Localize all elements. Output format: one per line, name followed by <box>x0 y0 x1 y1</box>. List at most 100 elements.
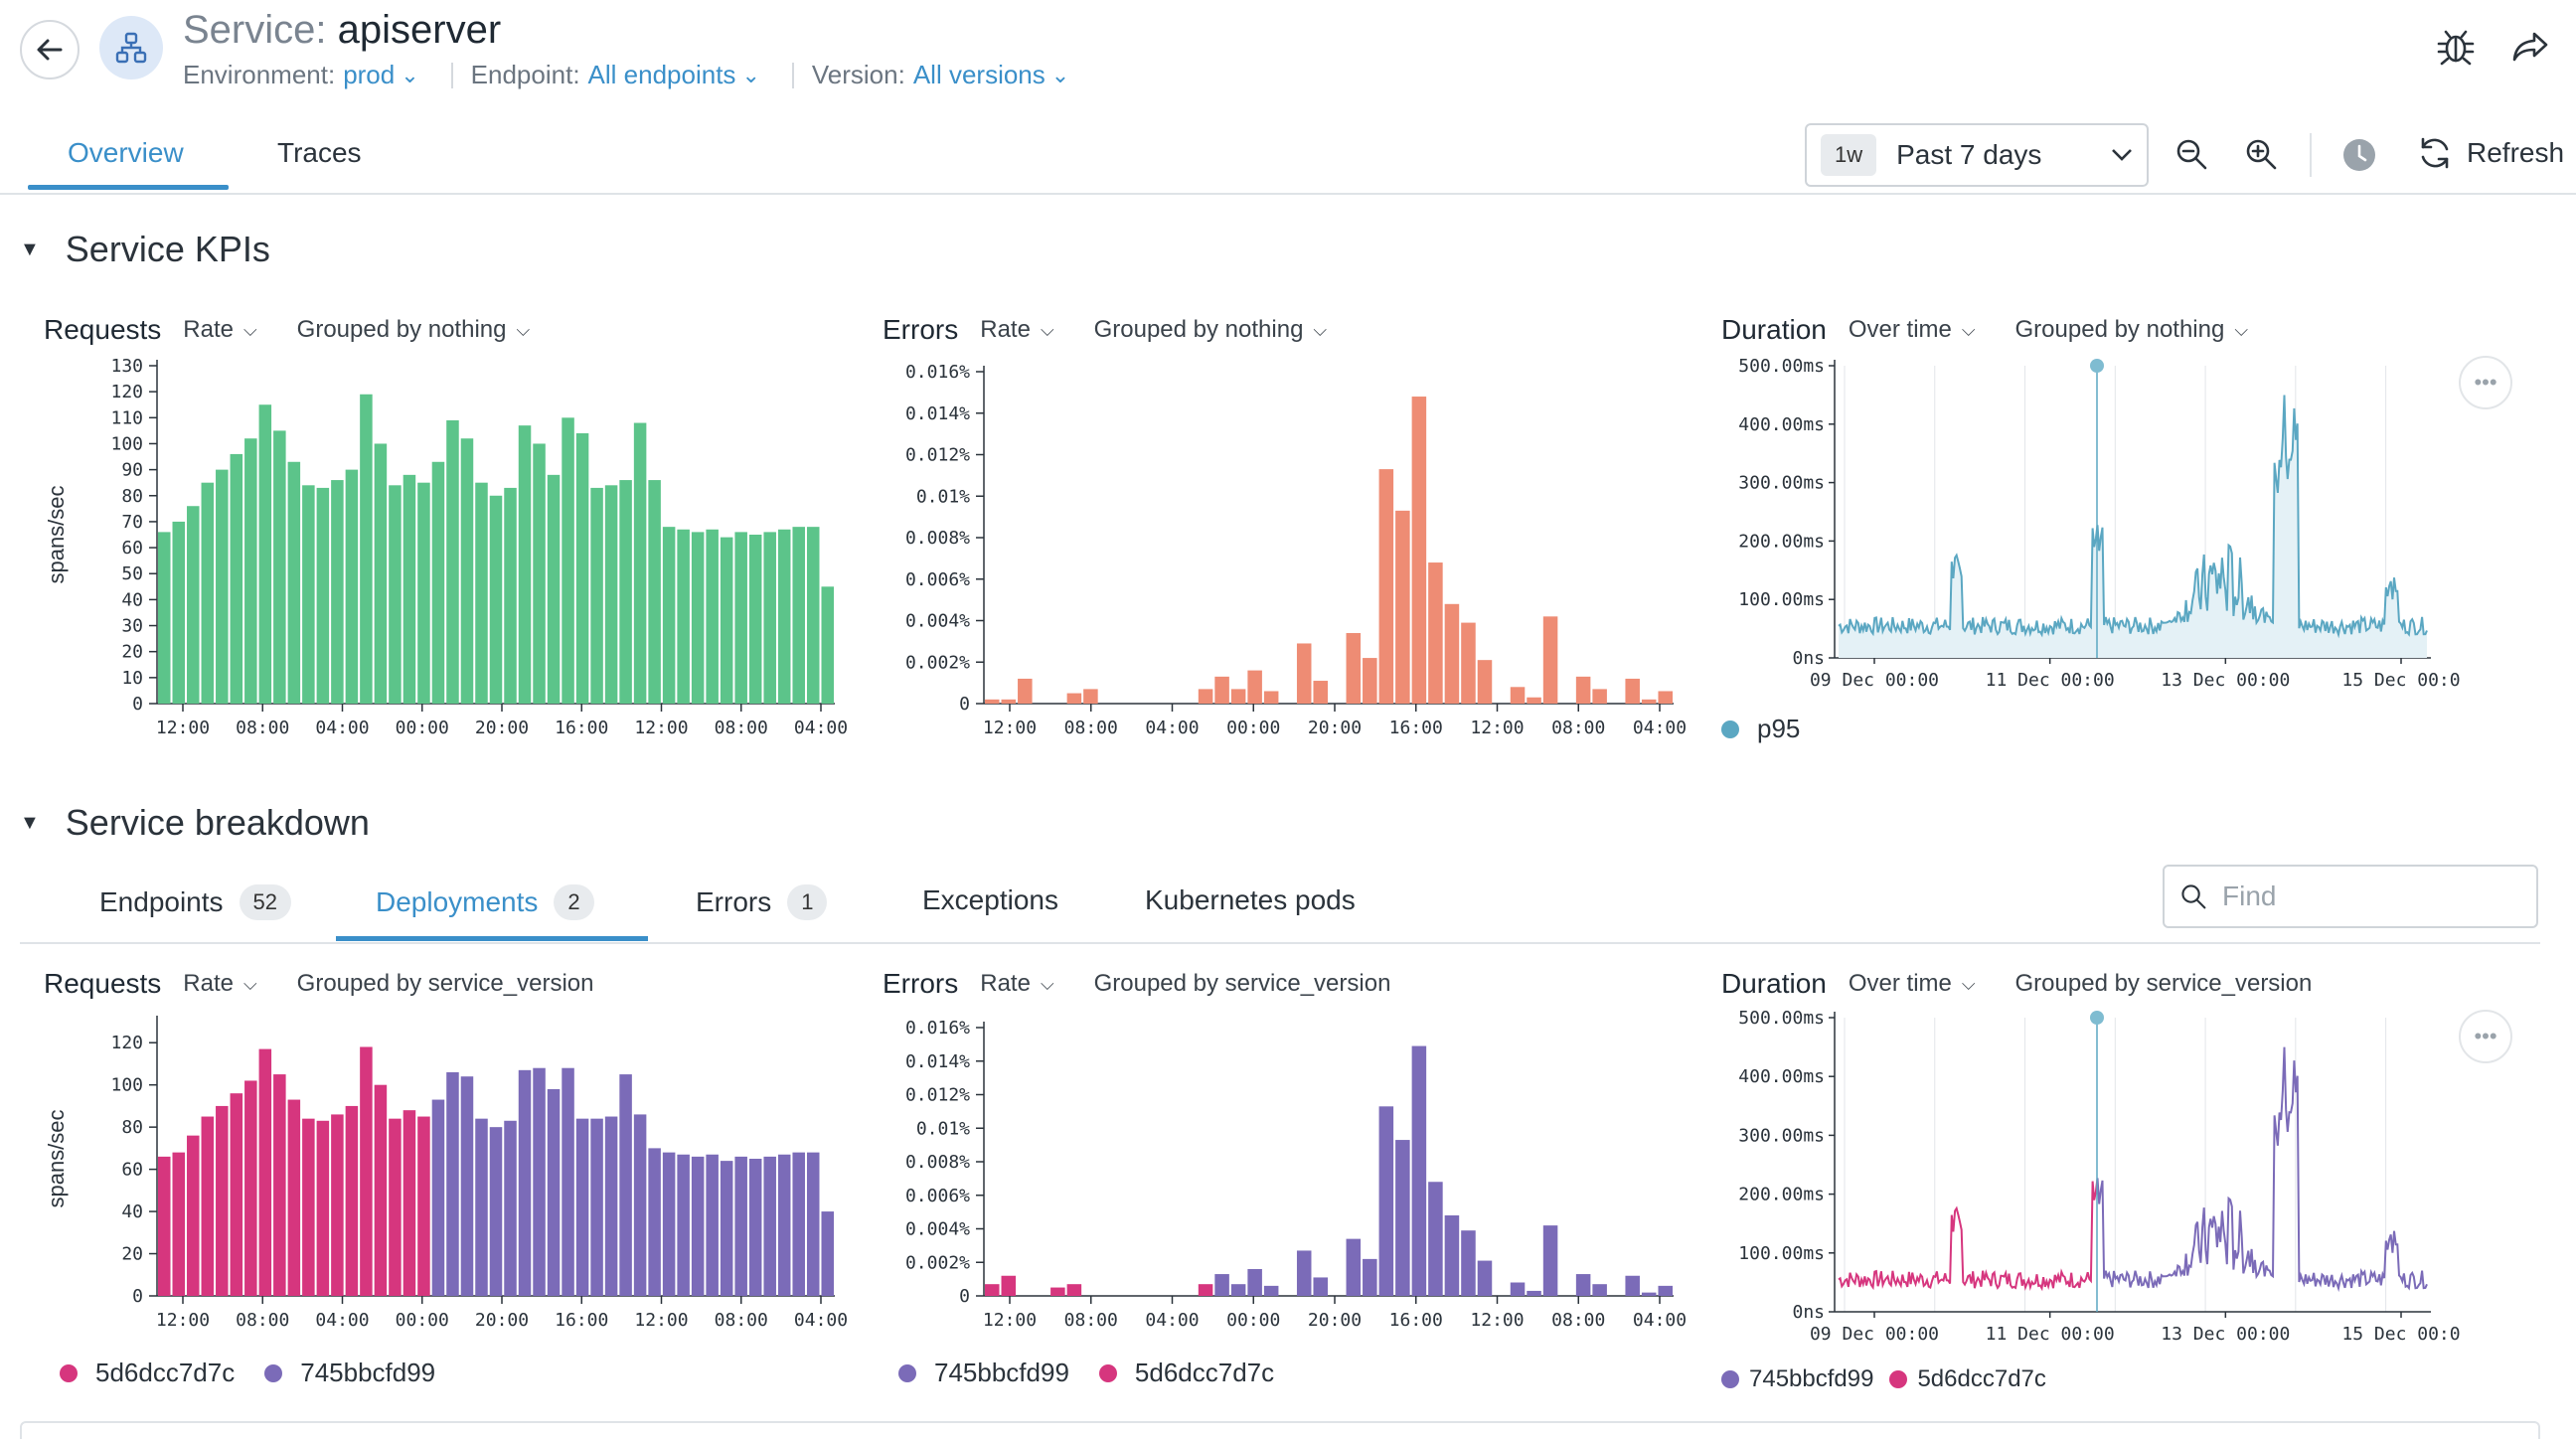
version-dropdown[interactable]: All versions <box>912 60 1046 89</box>
zoom-in-button[interactable] <box>2244 137 2278 176</box>
bar <box>1378 1106 1394 1296</box>
mode-dropdown[interactable]: Over time ⌵ <box>1849 316 1976 344</box>
bar <box>389 1118 402 1296</box>
refresh-label: Refresh <box>2467 137 2565 168</box>
version-label: Version: <box>811 60 905 89</box>
group-dropdown[interactable]: Grouped by nothing ⌵ <box>297 316 530 344</box>
legend-item[interactable]: 745bbcfd99 <box>1721 1365 1873 1393</box>
more-options-button[interactable]: ••• <box>2459 356 2512 409</box>
x-tick-label: 16:00 <box>555 718 608 738</box>
clock-icon <box>2343 139 2375 171</box>
bar <box>1001 699 1017 704</box>
tab-endpoints[interactable]: Endpoints 52 <box>99 884 292 920</box>
endpoint-label: Endpoint: <box>470 60 580 89</box>
legend-dot <box>1889 1370 1908 1388</box>
x-tick-label: 15 Dec 00:0 <box>2341 670 2460 691</box>
y-tick-label: 0.004% <box>905 611 970 632</box>
bar <box>1296 1250 1312 1296</box>
y-tick-label: 0.008% <box>905 1152 970 1173</box>
mode-dropdown[interactable]: Rate ⌵ <box>980 970 1053 998</box>
bar <box>590 487 603 704</box>
bar <box>1625 678 1640 704</box>
find-input[interactable] <box>2222 880 2520 912</box>
live-mode-button[interactable] <box>2341 137 2377 178</box>
bar <box>1625 1275 1640 1296</box>
bar <box>662 1152 676 1296</box>
bar <box>1363 1258 1377 1296</box>
x-tick-label: 16:00 <box>1389 718 1443 738</box>
y-tick-label: 100.00ms <box>1738 589 1825 610</box>
panel-title: Duration <box>1721 968 1827 999</box>
bug-report-button[interactable] <box>2437 26 2475 71</box>
bd-errors-legend: 745bbcfd99 5d6dcc7d7c <box>898 1358 1304 1388</box>
bar <box>706 529 719 704</box>
bug-icon <box>2437 30 2475 66</box>
legend-item[interactable]: 745bbcfd99 <box>264 1358 435 1388</box>
bar <box>244 1080 257 1296</box>
tab-overview[interactable]: Overview <box>68 137 184 168</box>
refresh-button[interactable]: Refresh <box>2417 135 2564 171</box>
hover-marker <box>2090 1011 2104 1025</box>
x-tick-label: 04:00 <box>1633 1310 1687 1331</box>
chevron-down-icon: ⌵ <box>1961 319 1976 340</box>
share-button[interactable] <box>2510 26 2550 71</box>
bd-errors-chart: 0 0.002% 0.004% 0.006% 0.008% 0.01% 0.012% 0.01… <box>905 1018 1687 1331</box>
endpoint-dropdown[interactable]: All endpoints <box>587 60 736 89</box>
mode-dropdown[interactable]: Over time ⌵ <box>1849 970 1976 998</box>
refresh-icon <box>2421 137 2449 169</box>
bar <box>619 1074 632 1296</box>
tab-kubernetes-pods[interactable]: Kubernetes pods <box>1145 884 1356 916</box>
back-button[interactable] <box>20 20 80 80</box>
share-icon <box>2512 32 2548 62</box>
bar <box>1018 678 1033 704</box>
y-tick-label: 0.01% <box>916 486 970 507</box>
bar <box>1066 1284 1082 1296</box>
y-tick-label: 0 <box>132 694 143 715</box>
zoom-out-button[interactable] <box>2174 137 2208 176</box>
legend-item[interactable]: p95 <box>1721 714 1800 744</box>
bar <box>489 495 503 704</box>
legend-item[interactable]: 5d6dcc7d7c <box>60 1358 235 1388</box>
service-icon <box>99 16 163 80</box>
x-tick-label: 09 Dec 00:00 <box>1810 670 1939 691</box>
tab-errors[interactable]: Errors 1 <box>696 884 828 920</box>
group-dropdown[interactable]: Grouped by nothing ⌵ <box>1094 316 1327 344</box>
bar <box>331 480 344 704</box>
x-tick-label: 15 Dec 00:0 <box>2341 1324 2460 1345</box>
bar <box>1230 1284 1246 1296</box>
bar <box>374 1084 388 1296</box>
bar <box>360 394 373 704</box>
environment-dropdown[interactable]: prod <box>343 60 396 89</box>
legend-item[interactable]: 5d6dcc7d7c <box>1889 1365 2046 1393</box>
mode-dropdown[interactable]: Rate ⌵ <box>183 970 256 998</box>
section-toggle-kpis[interactable]: ▼ Service KPIs <box>20 229 270 270</box>
group-dropdown[interactable]: Grouped by nothing ⌵ <box>2015 316 2248 344</box>
legend-item[interactable]: 5d6dcc7d7c <box>1098 1358 1274 1388</box>
bar <box>475 482 488 704</box>
bar <box>985 1284 1000 1296</box>
sitemap-icon <box>115 32 147 64</box>
mode-dropdown[interactable]: Rate ⌵ <box>183 316 256 344</box>
time-range-picker[interactable]: 1w Past 7 days <box>1805 123 2149 187</box>
x-tick-label: 00:00 <box>1226 1310 1280 1331</box>
bar <box>1395 1140 1410 1296</box>
section-toggle-breakdown[interactable]: ▼ Service breakdown <box>20 802 370 844</box>
bar <box>1001 1275 1017 1296</box>
bar <box>1296 643 1312 704</box>
chevron-down-icon: ⌵ <box>2234 319 2248 340</box>
tab-traces[interactable]: Traces <box>277 137 362 168</box>
filter-bar: Environment: prod ⌄ Endpoint: All endpoi… <box>183 60 1069 90</box>
y-tick-label: 500.00ms <box>1738 1008 1825 1029</box>
y-tick-label: 70 <box>121 512 143 533</box>
legend-item[interactable]: 745bbcfd99 <box>898 1358 1069 1388</box>
tab-deployments[interactable]: Deployments 2 <box>376 884 594 920</box>
more-options-button[interactable]: ••• <box>2459 1010 2512 1063</box>
bar <box>446 419 459 704</box>
find-field[interactable] <box>2163 865 2538 928</box>
bar <box>374 443 388 704</box>
bar <box>1510 1282 1526 1296</box>
bar <box>777 1154 791 1296</box>
bar <box>806 1152 820 1296</box>
mode-dropdown[interactable]: Rate ⌵ <box>980 316 1053 344</box>
tab-exceptions[interactable]: Exceptions <box>922 884 1058 916</box>
